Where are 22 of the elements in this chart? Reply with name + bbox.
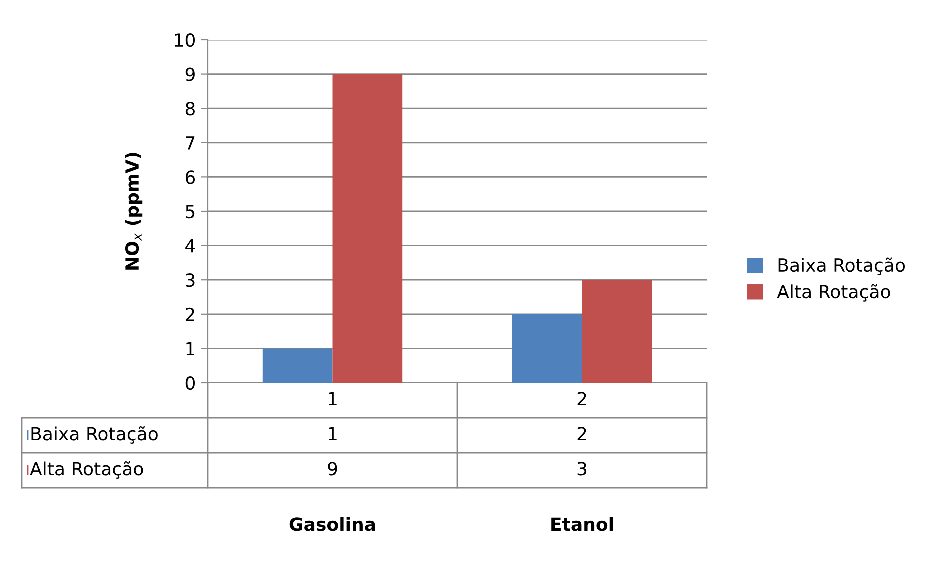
y-tick-label: 1: [186, 342, 195, 356]
legend-label: Baixa Rotação: [32, 426, 158, 444]
y-tick-label: 2: [186, 308, 194, 322]
y-tick-label: 0: [186, 376, 195, 390]
y-tick-label: 8: [186, 102, 195, 116]
data-label: 2: [578, 427, 586, 440]
y-tick-label: 6: [186, 170, 196, 184]
data-label: 1: [328, 427, 337, 440]
text: Gasolina: [290, 517, 376, 532]
y-tick-label: 9: [186, 68, 195, 82]
text: Baixa Rotação: [778, 258, 906, 276]
data-label: 3: [578, 462, 587, 476]
legend-label: Alta Rotação: [777, 284, 890, 302]
data-label: 9: [328, 462, 338, 476]
y-tick-label: 4: [186, 239, 196, 253]
y-axis-title: NO$_{x}$ (ppmV): [125, 153, 143, 270]
text: Alta Rotação: [30, 461, 144, 479]
y-tick-label: 3: [186, 274, 195, 288]
y-tick-label: 5: [186, 205, 195, 219]
text: Etanol: [552, 517, 614, 532]
y-tick-label: 10: [175, 33, 195, 48]
y-tick-label: 7: [186, 136, 195, 150]
